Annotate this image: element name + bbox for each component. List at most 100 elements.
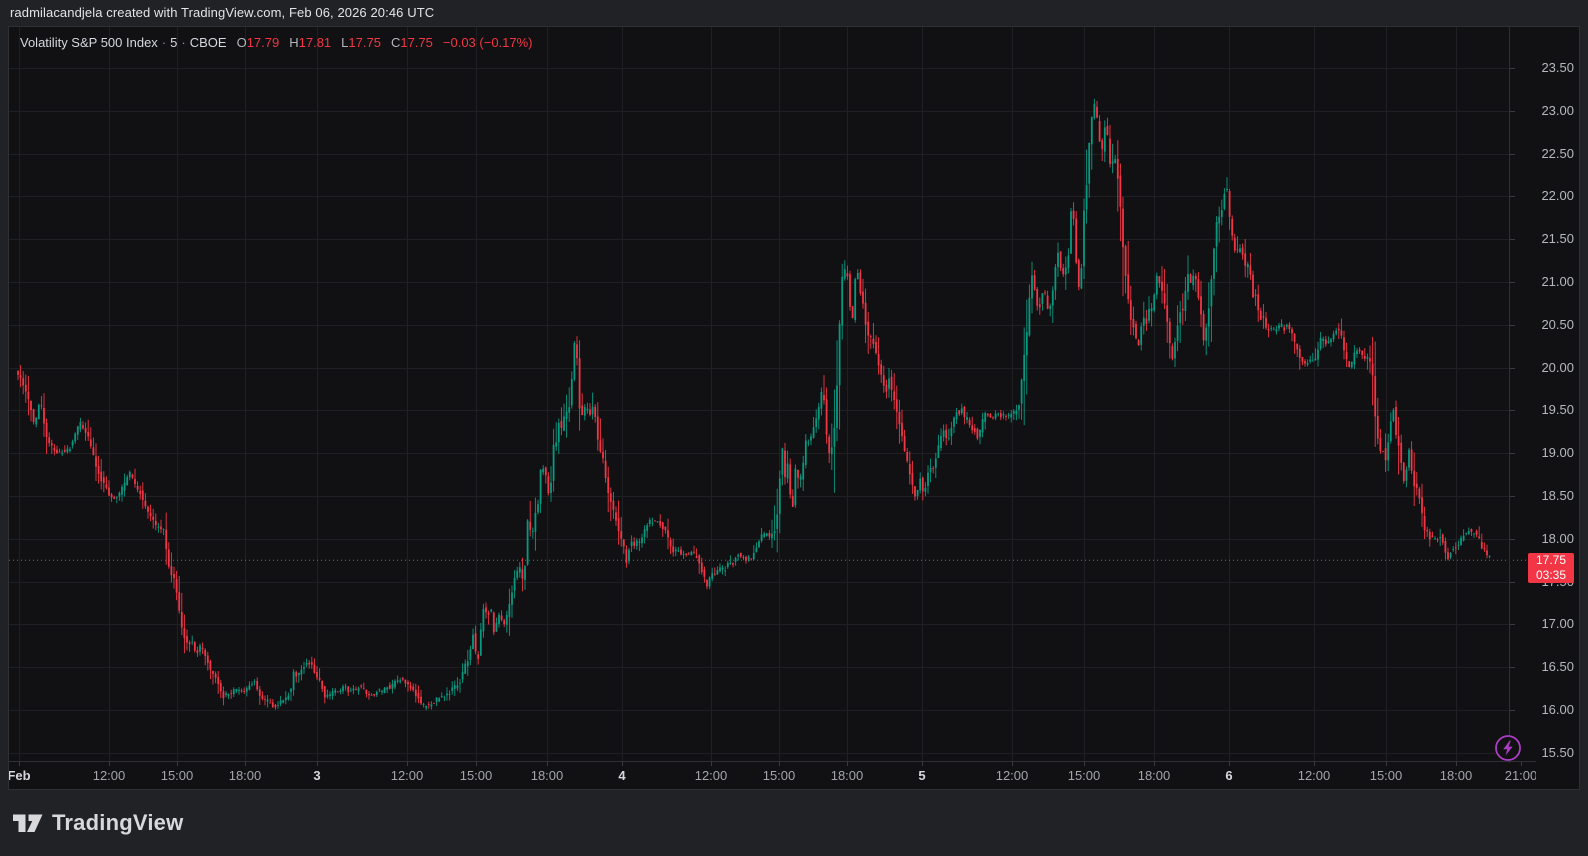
interval-value[interactable]: 5 (170, 35, 178, 50)
time-tick (922, 762, 923, 766)
open-label: O (236, 35, 247, 50)
price-axis-label: 23.50 (1541, 60, 1574, 75)
price-tick (1510, 539, 1515, 540)
price-tick (1510, 68, 1515, 69)
time-tick (1314, 762, 1315, 766)
time-axis-day-label: Feb (9, 768, 31, 783)
symbol-title[interactable]: Volatility S&P 500 Index (20, 35, 158, 50)
price-tick (1510, 368, 1515, 369)
price-tick (1510, 667, 1515, 668)
price-tick (1510, 325, 1515, 326)
time-axis-label: 12:00 (694, 768, 728, 783)
time-axis-label: 18:00 (1137, 768, 1171, 783)
price-axis-label: 16.00 (1541, 702, 1574, 717)
time-axis-label: 15:00 (1067, 768, 1101, 783)
time-tick (1084, 762, 1085, 766)
lightning-boost-icon[interactable] (1491, 731, 1525, 765)
price-axis-label: 17.00 (1541, 616, 1574, 631)
time-tick (1456, 762, 1457, 766)
candlestick-chart[interactable] (9, 27, 1581, 789)
time-axis-label: 18:00 (530, 768, 564, 783)
legend-separator: · (161, 35, 167, 50)
price-tick (1510, 410, 1515, 411)
high-value: 17.81 (298, 35, 332, 50)
price-axis-label: 18.00 (1541, 531, 1574, 546)
time-tick (245, 762, 246, 766)
time-axis-label: 15:00 (160, 768, 194, 783)
price-axis-label: 21.50 (1541, 231, 1574, 246)
time-tick (317, 762, 318, 766)
close-value: 17.75 (400, 35, 433, 50)
time-axis-label: 21:00 (1504, 768, 1536, 783)
exchange-name[interactable]: CBOE (189, 35, 227, 50)
price-tick (1510, 111, 1515, 112)
time-tick (407, 762, 408, 766)
price-tick (1510, 624, 1515, 625)
time-tick (19, 762, 20, 766)
time-tick (711, 762, 712, 766)
attribution-bar: radmilacandjela created with TradingView… (10, 0, 434, 26)
time-axis-label: 18:00 (228, 768, 262, 783)
time-tick (847, 762, 848, 766)
price-tick (1510, 453, 1515, 454)
footer-bar: TradingView (0, 790, 1588, 856)
high-label: H (289, 35, 299, 50)
symbol-legend[interactable]: Volatility S&P 500 Index · 5 · CBOE O17.79 H17… (20, 35, 533, 50)
tradingview-logo-text: TradingView (52, 810, 184, 835)
time-axis-label: 15:00 (1369, 768, 1403, 783)
chart-widget: Volatility S&P 500 Index · 5 · CBOE O17.79 H17… (8, 26, 1580, 790)
time-tick (1229, 762, 1230, 766)
tradingview-logo[interactable]: TradingView (13, 810, 183, 836)
price-axis-label: 15.50 (1541, 745, 1574, 760)
price-axis-label: 20.00 (1541, 360, 1574, 375)
time-tick (779, 762, 780, 766)
price-tick (1510, 710, 1515, 711)
time-tick (1012, 762, 1013, 766)
time-axis-label: 15:00 (459, 768, 493, 783)
time-tick (1154, 762, 1155, 766)
open-value: 17.79 (246, 35, 280, 50)
time-tick (177, 762, 178, 766)
attribution-text: radmilacandjela created with TradingView… (10, 5, 435, 20)
price-tick (1510, 239, 1515, 240)
price-axis-label: 16.50 (1541, 659, 1574, 674)
time-tick (622, 762, 623, 766)
price-tick (1510, 196, 1515, 197)
price-tick (1510, 582, 1515, 583)
time-axis-label: 18:00 (1439, 768, 1473, 783)
time-tick (476, 762, 477, 766)
time-tick (547, 762, 548, 766)
last-price-value: 17.75 (1535, 553, 1567, 567)
time-scale[interactable]: Feb 12:00 15:00 18:00 3 12:00 15:00 18:00 4 12:00… (9, 761, 1536, 789)
price-tick (1510, 282, 1515, 283)
time-axis-label: 12:00 (92, 768, 126, 783)
bar-countdown: 03:35 (1535, 568, 1567, 582)
change-value: −0.03 (−0.17%) (442, 35, 533, 50)
legend-separator: · (181, 35, 186, 50)
time-axis-label: 18:00 (830, 768, 864, 783)
low-label: L (341, 35, 349, 50)
time-axis-label: 12:00 (995, 768, 1029, 783)
price-axis-label: 19.50 (1541, 402, 1574, 417)
time-tick (1386, 762, 1387, 766)
price-axis-label: 19.00 (1541, 445, 1574, 460)
tradingview-logo-icon (13, 814, 43, 832)
price-scale[interactable]: 23.50 23.00 22.50 22.00 21.50 21.00 20.50 20.00… (1509, 27, 1582, 763)
price-axis-label: 20.50 (1541, 317, 1574, 332)
low-value: 17.75 (348, 35, 381, 50)
last-price-label: 17.75 03:35 (1528, 553, 1574, 583)
lightning-bolt-glyph (1503, 740, 1513, 756)
time-axis-label: 12:00 (1297, 768, 1331, 783)
time-axis-day-label: 3 (313, 768, 321, 783)
time-axis-label: 15:00 (762, 768, 796, 783)
price-axis-label: 22.50 (1541, 146, 1574, 161)
time-tick (109, 762, 110, 766)
time-axis-day-label: 5 (918, 768, 926, 783)
price-axis-label: 21.00 (1541, 274, 1574, 289)
time-axis-day-label: 6 (1225, 768, 1233, 783)
price-axis-label: 23.00 (1541, 103, 1574, 118)
close-label: C (390, 35, 401, 50)
time-axis-day-label: 4 (618, 768, 626, 783)
price-axis-label: 18.50 (1541, 488, 1574, 503)
price-tick (1510, 154, 1515, 155)
